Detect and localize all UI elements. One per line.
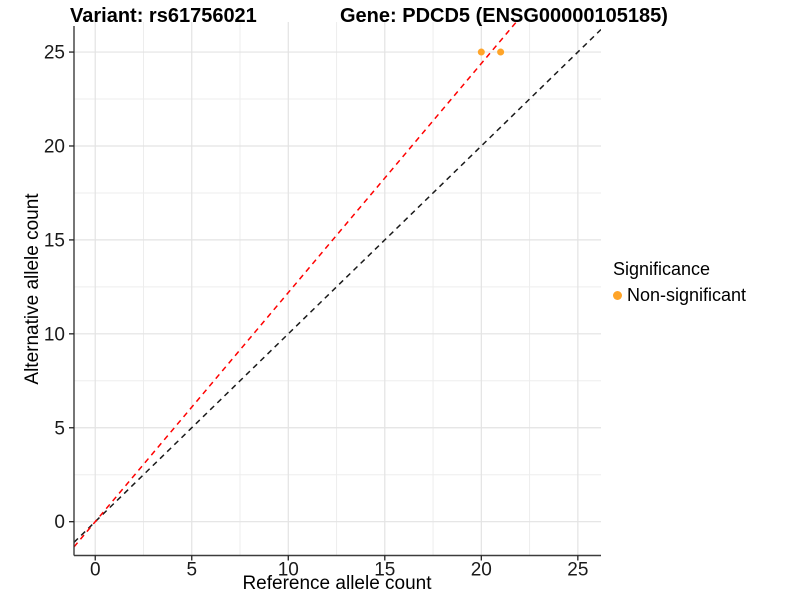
legend-item-label: Non-significant <box>627 285 747 305</box>
y-tick-label: 15 <box>44 230 65 251</box>
y-tick-label: 25 <box>44 43 65 64</box>
allelic-ratio-line <box>74 22 518 548</box>
data-point <box>497 48 505 56</box>
legend: Significance Non-significant <box>613 259 746 306</box>
x-tick-label: 20 <box>471 560 492 581</box>
x-axis-label: Reference allele count <box>242 573 432 594</box>
legend-key-dot-icon <box>613 291 622 300</box>
y-tick-label: 10 <box>44 324 65 345</box>
x-tick-label: 15 <box>374 560 395 581</box>
x-tick-label: 25 <box>567 560 588 581</box>
y-tick-label: 20 <box>44 136 65 157</box>
y-tick-label: 0 <box>54 512 65 533</box>
x-tick-label: 0 <box>90 560 101 581</box>
x-tick-label: 5 <box>186 560 197 581</box>
legend-title: Significance <box>613 259 711 279</box>
variant-title: Variant: rs61756021 <box>70 5 257 27</box>
x-tick-label: 10 <box>278 560 299 581</box>
gene-title: Gene: PDCD5 (ENSG00000105185) <box>340 5 668 27</box>
y-tick-label: 5 <box>54 418 65 439</box>
data-point <box>477 48 485 56</box>
legend-item-non-significant: Non-significant <box>613 285 746 306</box>
y-axis-label: Alternative allele count <box>22 193 43 385</box>
identity-line <box>74 28 601 543</box>
